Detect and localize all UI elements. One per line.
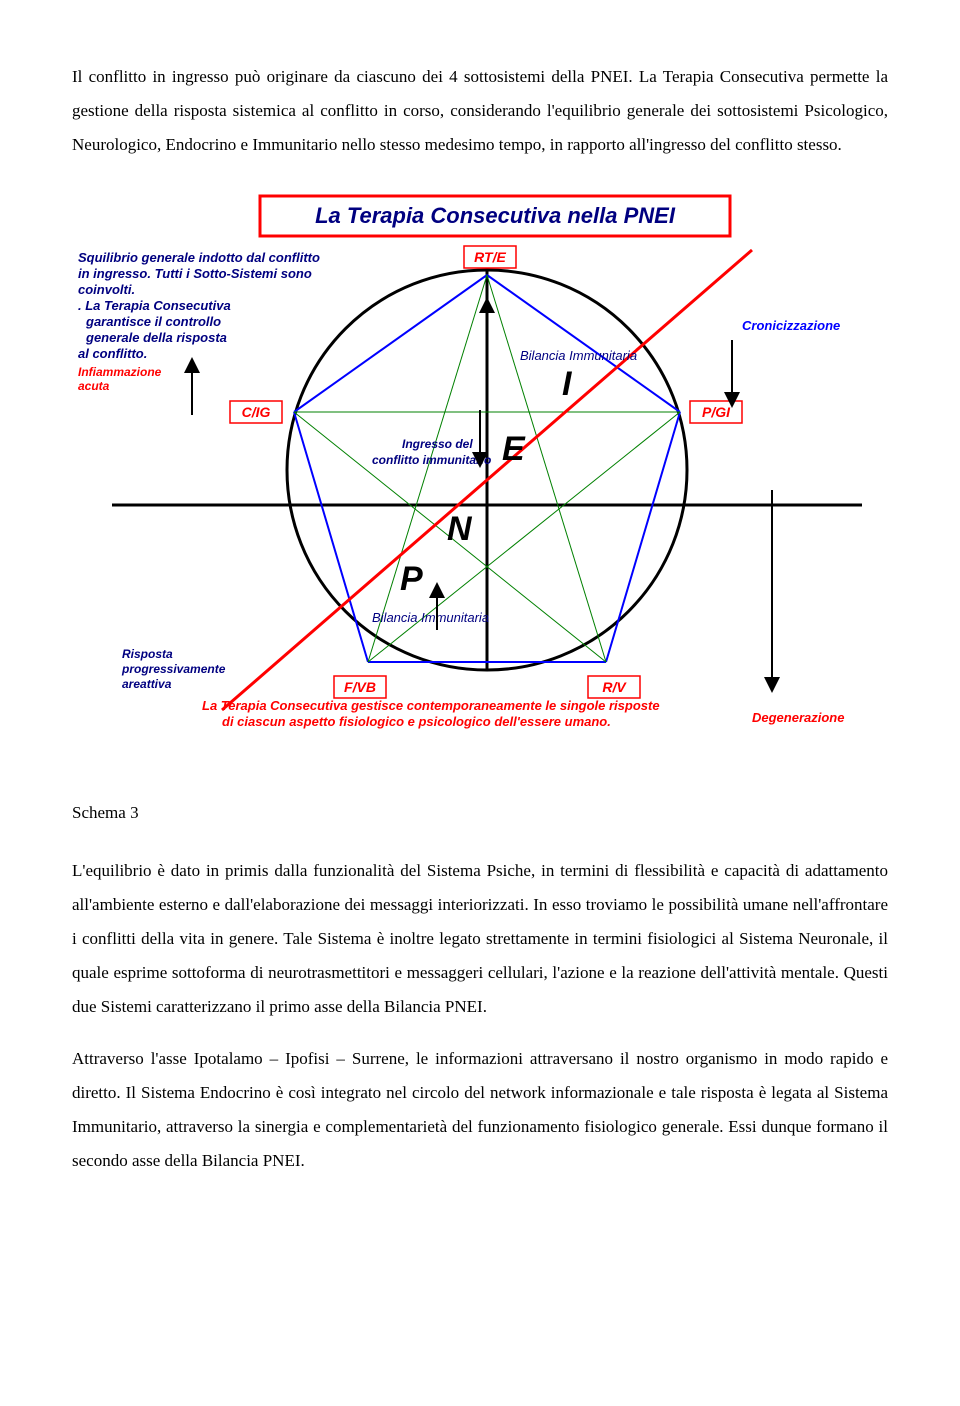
svg-text:di ciascun aspetto fisiologico: di ciascun aspetto fisiologico e psicolo… <box>222 714 611 729</box>
svg-text:La Terapia Consecutiva gestisc: La Terapia Consecutiva gestisce contempo… <box>202 698 660 713</box>
svg-text:al conflitto.: al conflitto. <box>78 346 147 361</box>
svg-text:Infiammazione: Infiammazione <box>78 365 162 379</box>
svg-text:N: N <box>447 510 473 548</box>
svg-text:acuta: acuta <box>78 379 110 393</box>
svg-text:I: I <box>562 365 573 403</box>
svg-text:Risposta: Risposta <box>122 647 173 661</box>
svg-text:. La Terapia Consecutiva: . La Terapia Consecutiva <box>78 298 231 313</box>
svg-text:garantisce il controllo: garantisce il controllo <box>85 314 221 329</box>
svg-text:RT/E: RT/E <box>474 249 506 265</box>
schema-label: Schema 3 <box>72 796 888 830</box>
svg-text:F/VB: F/VB <box>344 679 376 695</box>
svg-text:Degenerazione: Degenerazione <box>752 710 844 725</box>
pnei-diagram: La Terapia Consecutiva nella PNEI RT/E P/G… <box>72 190 888 782</box>
svg-text:Bilancia Immunitaria: Bilancia Immunitaria <box>372 610 489 625</box>
svg-text:Bilancia Immunitaria: Bilancia Immunitaria <box>520 348 637 363</box>
body-paragraph-2: Attraverso l'asse Ipotalamo – Ipofisi – … <box>72 1042 888 1178</box>
svg-text:coinvolti.: coinvolti. <box>78 282 135 297</box>
svg-text:in ingresso. Tutti i Sotto-Sis: in ingresso. Tutti i Sotto-Sistemi sono <box>78 266 312 281</box>
pnei-diagram-svg: La Terapia Consecutiva nella PNEI RT/E P/G… <box>72 190 872 770</box>
body-paragraph-1: L'equilibrio è dato in primis dalla funz… <box>72 854 888 1024</box>
svg-text:progressivamente: progressivamente <box>121 662 226 676</box>
svg-text:Squilibrio generale indotto da: Squilibrio generale indotto dal conflitt… <box>78 250 320 265</box>
svg-text:generale della risposta: generale della risposta <box>85 330 227 345</box>
svg-text:La Terapia Consecutiva nella P: La Terapia Consecutiva nella PNEI <box>315 203 676 228</box>
svg-text:C/IG: C/IG <box>242 404 271 420</box>
svg-text:Ingresso del: Ingresso del <box>402 437 473 451</box>
intro-paragraph: Il conflitto in ingresso può originare d… <box>72 60 888 162</box>
svg-text:E: E <box>502 430 526 468</box>
svg-text:conflitto immunitario: conflitto immunitario <box>372 453 491 467</box>
svg-text:R/V: R/V <box>602 679 627 695</box>
svg-text:Cronicizzazione: Cronicizzazione <box>742 318 840 333</box>
svg-text:P: P <box>400 560 423 598</box>
svg-text:areattiva: areattiva <box>122 677 172 691</box>
svg-text:P/GI: P/GI <box>702 404 731 420</box>
